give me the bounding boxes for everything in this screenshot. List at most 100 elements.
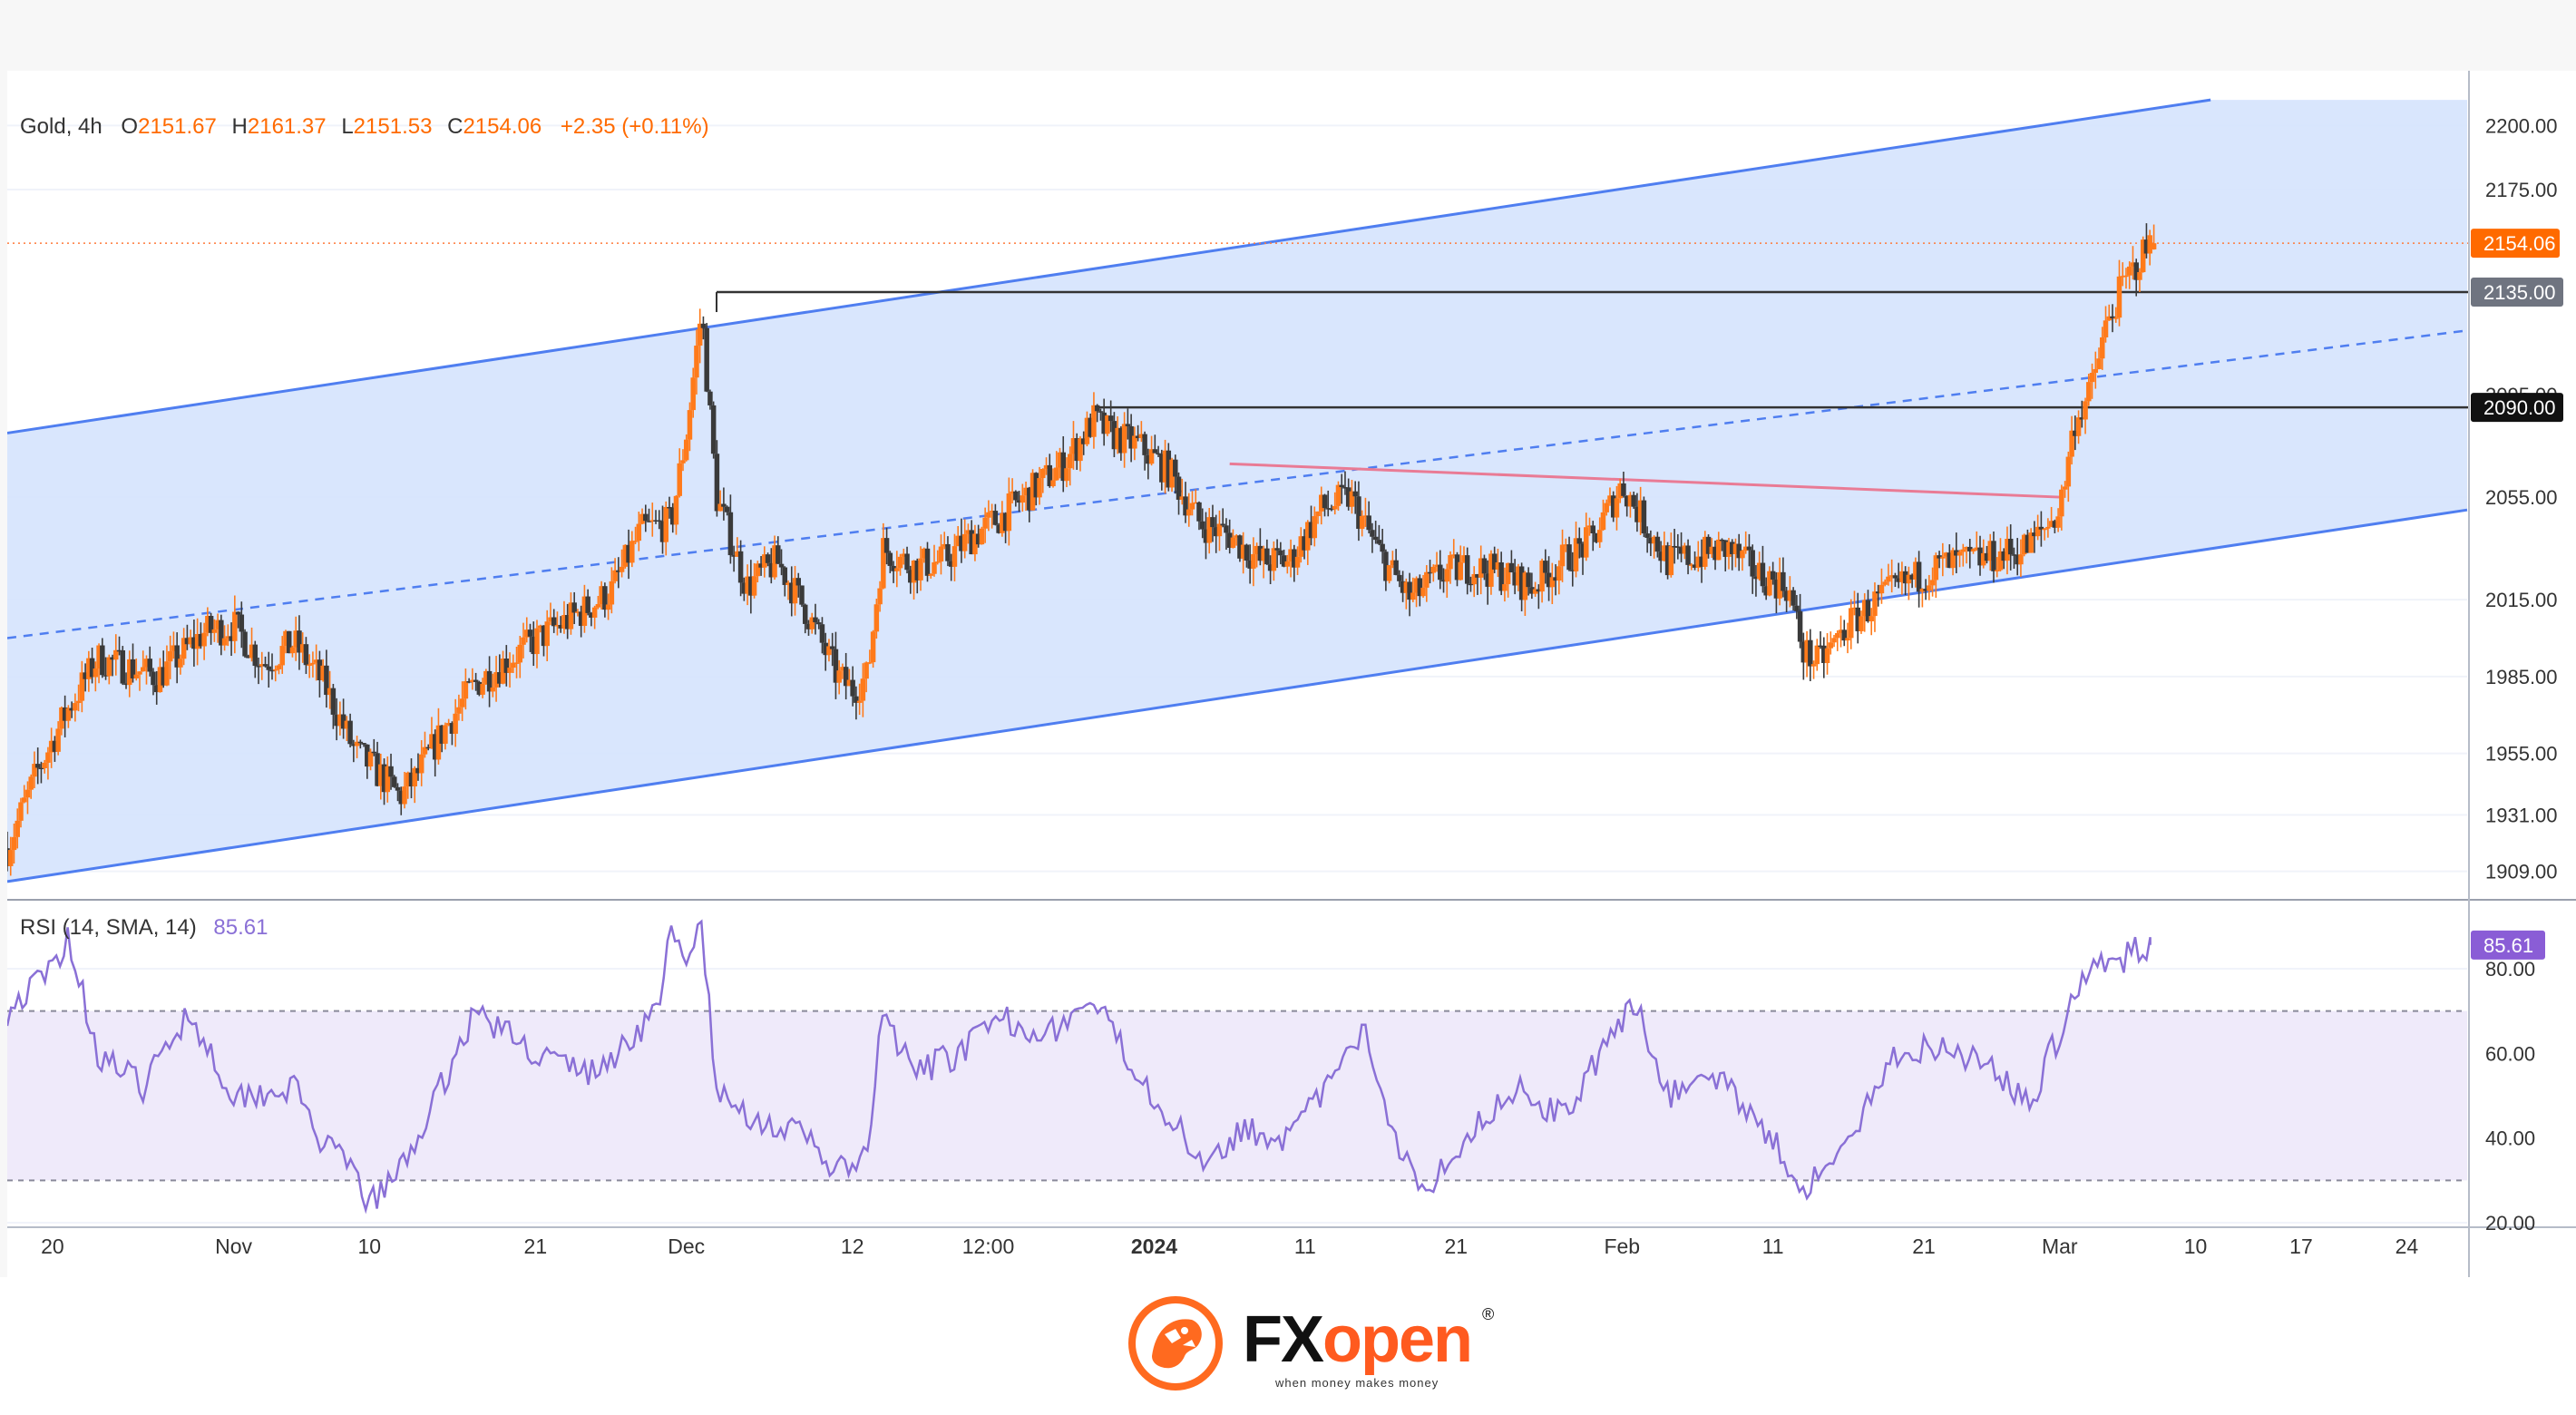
candle-body bbox=[1919, 589, 1926, 592]
candle-body bbox=[167, 650, 173, 662]
candle-body bbox=[2116, 276, 2122, 318]
candle-body bbox=[266, 666, 272, 670]
candle-body bbox=[1937, 555, 1942, 559]
candle-body bbox=[680, 460, 686, 464]
candle-body bbox=[1132, 435, 1137, 449]
candle-body bbox=[164, 661, 170, 686]
candle-body bbox=[1105, 415, 1110, 434]
candle-body bbox=[748, 576, 754, 596]
candle-body bbox=[1875, 591, 1881, 594]
candle-body bbox=[924, 548, 931, 576]
left-margin bbox=[0, 71, 7, 1277]
candle-body bbox=[1183, 496, 1188, 516]
candle-body bbox=[21, 797, 27, 803]
candle-body bbox=[1600, 512, 1606, 531]
candle-body bbox=[1491, 553, 1498, 570]
candle-body bbox=[687, 410, 693, 440]
candle-body bbox=[1742, 546, 1749, 551]
candle-body bbox=[2042, 528, 2047, 531]
candle-body bbox=[1267, 564, 1273, 571]
candle-body bbox=[1808, 639, 1813, 667]
candle-body bbox=[32, 764, 37, 777]
candle-body bbox=[979, 528, 985, 545]
candle-body bbox=[1607, 495, 1613, 503]
candle-body bbox=[969, 530, 974, 555]
candle-body bbox=[745, 576, 750, 594]
candle-body bbox=[1570, 570, 1576, 571]
level-tag-label: 2135.00 bbox=[2483, 281, 2556, 304]
candle-body bbox=[246, 656, 251, 659]
candle-body bbox=[2011, 554, 2017, 556]
candle-body bbox=[1091, 405, 1097, 437]
candle-body bbox=[1220, 523, 1225, 526]
candle-body bbox=[1107, 415, 1114, 422]
legend-o-value: 2151.67 bbox=[138, 114, 217, 139]
candle-body bbox=[1777, 571, 1782, 599]
candle-body bbox=[721, 503, 727, 507]
legend[interactable]: Gold, 4h O2151.67 H2161.37 L2151.53 C215… bbox=[20, 114, 709, 139]
candle-body bbox=[299, 644, 306, 653]
candle-body bbox=[1814, 645, 1820, 665]
candle-body bbox=[171, 645, 177, 651]
candle-body bbox=[727, 512, 734, 556]
candle-body bbox=[1349, 491, 1355, 507]
candle-body bbox=[18, 802, 24, 821]
candle-body bbox=[1773, 579, 1780, 599]
candle-body bbox=[1203, 529, 1209, 543]
candle-body bbox=[881, 538, 886, 589]
candle-body bbox=[1678, 547, 1684, 554]
chart-canvas: 2200.00 2175.00 2055.00 2015.00 1985.00 1955.… bbox=[0, 71, 2576, 1277]
candle-body bbox=[337, 714, 343, 727]
candle-body bbox=[1329, 508, 1334, 511]
candle-body bbox=[463, 681, 469, 699]
candle-body bbox=[1438, 564, 1443, 581]
rsi-legend[interactable]: RSI (14, SMA, 14) 85.61 bbox=[20, 915, 268, 940]
candle-body bbox=[1284, 561, 1291, 567]
candle-body bbox=[191, 637, 197, 649]
candle-body bbox=[69, 708, 74, 711]
last-candle-body bbox=[2151, 243, 2157, 249]
candle-body bbox=[120, 649, 126, 684]
candle-body bbox=[1101, 412, 1107, 434]
candle-body bbox=[1869, 616, 1874, 622]
candle-body bbox=[1342, 487, 1348, 489]
legend-l-label: L bbox=[341, 114, 353, 139]
candle-body bbox=[405, 772, 411, 787]
candle-body bbox=[398, 790, 405, 805]
candle-body bbox=[1070, 438, 1077, 454]
candle-body bbox=[2052, 521, 2058, 528]
rsi-tick-label: 40.00 bbox=[2485, 1127, 2535, 1150]
candle-body bbox=[1216, 523, 1223, 537]
candle-body bbox=[653, 520, 659, 522]
candle-body bbox=[1084, 417, 1090, 444]
candle-body bbox=[2075, 417, 2082, 436]
candle-body bbox=[945, 543, 951, 561]
candle-body bbox=[1088, 417, 1093, 437]
candle-body bbox=[1849, 608, 1854, 639]
candle-body bbox=[256, 666, 261, 668]
candle-body bbox=[883, 538, 890, 553]
candle-body bbox=[870, 631, 876, 663]
candle-body bbox=[153, 685, 160, 693]
candle-body bbox=[106, 657, 112, 677]
legend-c-label: C bbox=[447, 114, 463, 139]
candle-body bbox=[449, 723, 455, 734]
candle-body bbox=[942, 543, 947, 547]
candle-body bbox=[558, 625, 563, 629]
time-tick-label: 10 bbox=[2184, 1234, 2208, 1258]
candle-body bbox=[1366, 515, 1371, 531]
candle-body bbox=[639, 513, 645, 524]
candle-body bbox=[435, 725, 442, 760]
candle-body bbox=[2079, 417, 2085, 420]
candle-body bbox=[1138, 434, 1145, 439]
candle-body bbox=[972, 533, 978, 555]
candle-body bbox=[1563, 544, 1569, 546]
candle-body bbox=[1121, 424, 1127, 454]
candle-body bbox=[276, 665, 282, 669]
candle-body bbox=[1529, 587, 1535, 594]
candle-body bbox=[418, 754, 424, 774]
candles bbox=[5, 223, 2157, 876]
candle-body bbox=[561, 615, 567, 629]
candle-body bbox=[1981, 552, 1986, 566]
levels bbox=[7, 242, 2469, 499]
